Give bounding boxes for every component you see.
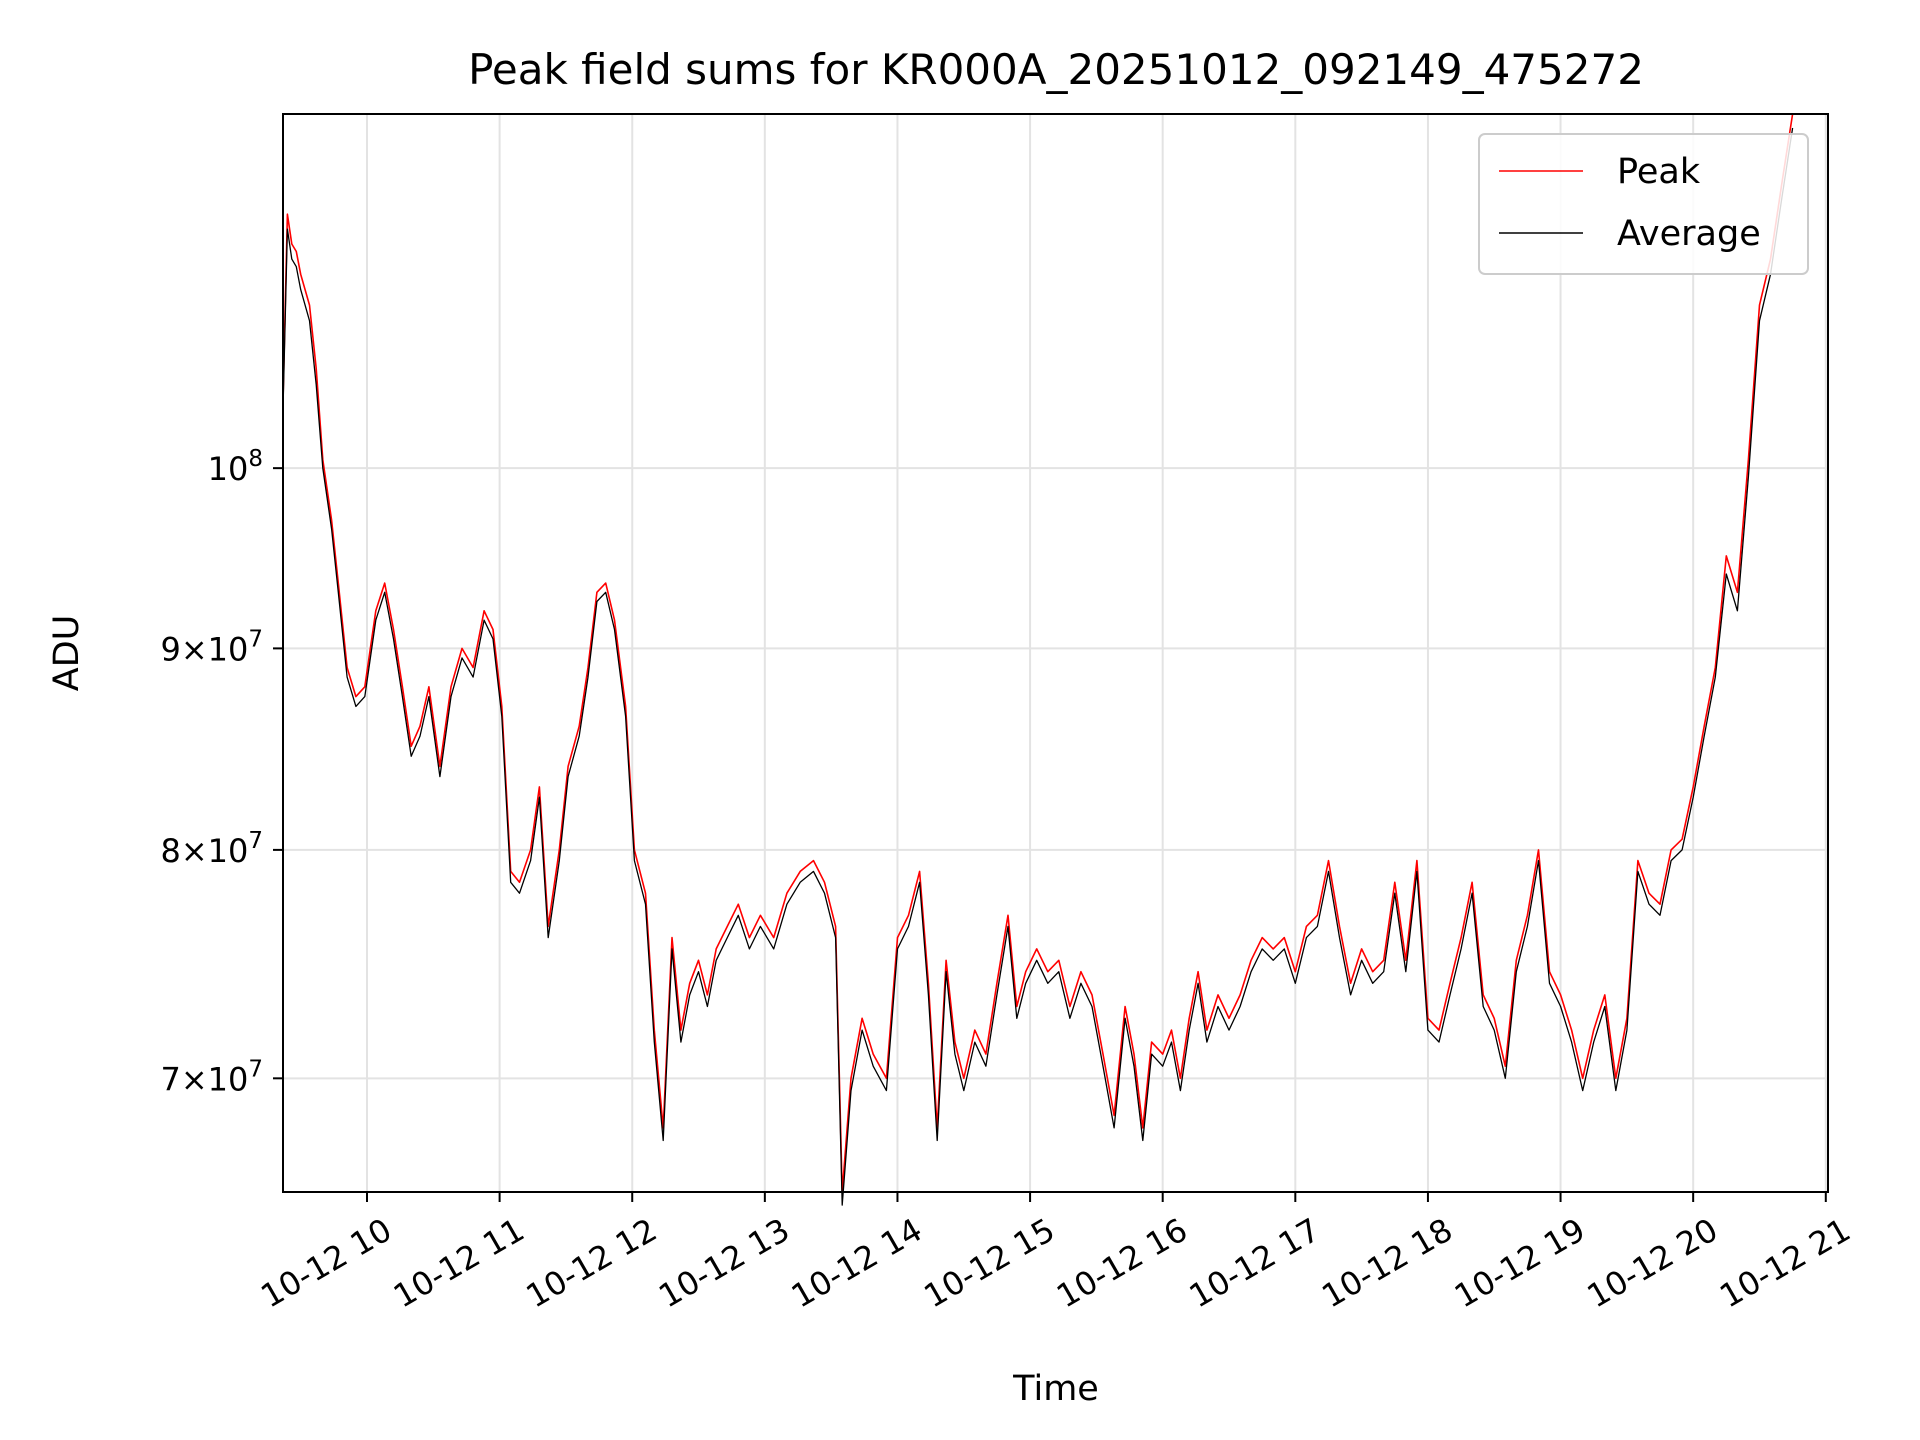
y-tick-label: 8×107 xyxy=(160,828,263,870)
legend-label-peak: Peak xyxy=(1617,152,1701,192)
legend-label-average: Average xyxy=(1617,214,1761,254)
y-tick-label: 7×107 xyxy=(160,1056,263,1098)
legend: Peak Average xyxy=(1479,134,1808,274)
x-axis-label: Time xyxy=(1012,1369,1099,1409)
y-tick-label: 9×107 xyxy=(160,626,263,668)
y-axis-label: ADU xyxy=(47,615,87,692)
chart-title: Peak field sums for KR000A_20251012_0921… xyxy=(468,45,1644,94)
